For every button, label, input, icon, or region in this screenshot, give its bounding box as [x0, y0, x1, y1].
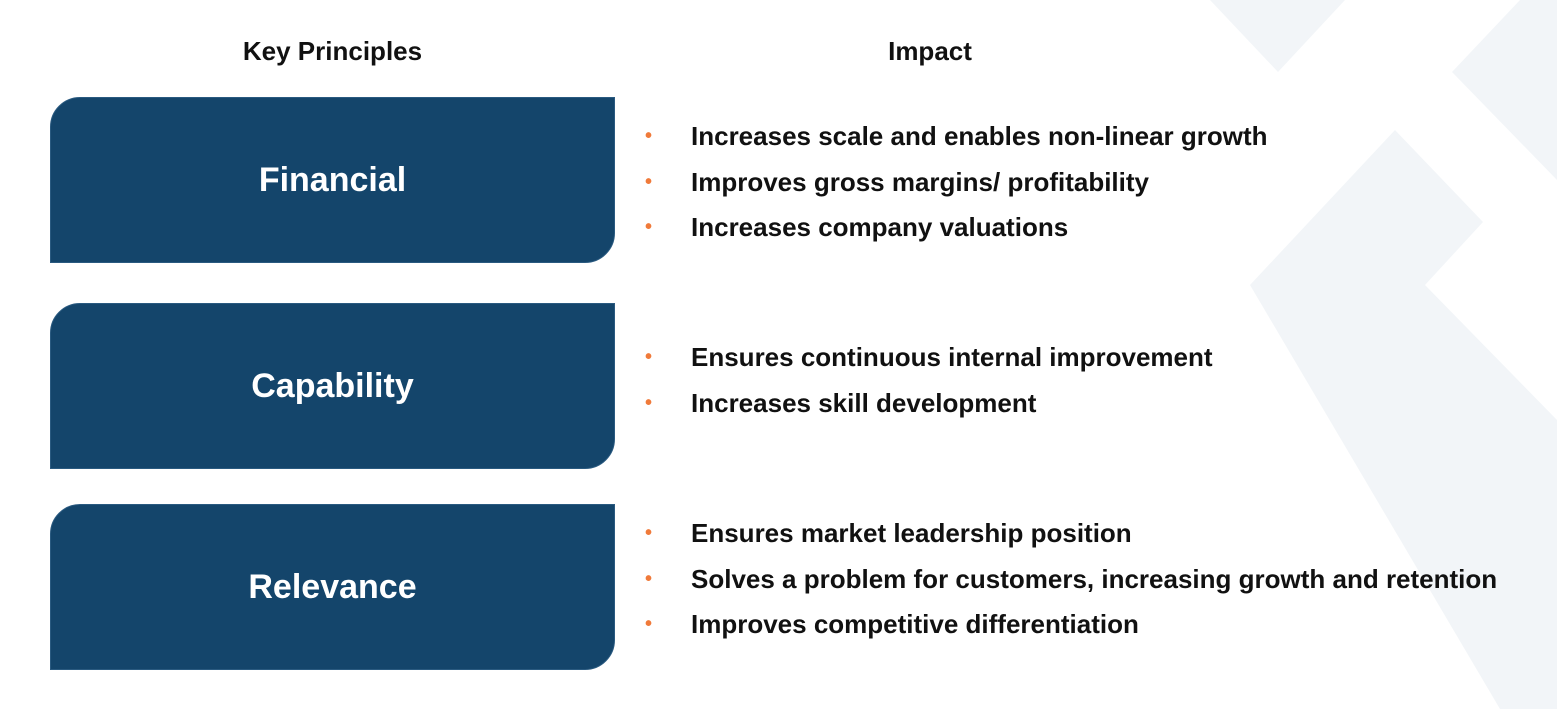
- impact-list: Ensures continuous internal improvementI…: [645, 335, 1213, 426]
- impact-item: Improves competitive differentiation: [645, 602, 1497, 648]
- impact-item: Solves a problem for customers, increasi…: [645, 557, 1497, 603]
- column-header: Impact: [888, 36, 972, 66]
- impact-item: Increases scale and enables non-linear g…: [645, 114, 1268, 160]
- impact-list: Increases scale and enables non-linear g…: [645, 114, 1268, 251]
- impact-item: Increases skill development: [645, 381, 1213, 427]
- principle-box: Capability: [50, 303, 615, 469]
- principle-box: Relevance: [50, 504, 615, 670]
- impact-item: Improves gross margins/ profitability: [645, 160, 1268, 206]
- column-header: Key Principles: [242, 36, 423, 66]
- principle-box: Financial: [50, 97, 615, 263]
- impact-item: Ensures continuous internal improvement: [645, 335, 1213, 381]
- impact-list: Ensures market leadership positionSolves…: [645, 511, 1497, 648]
- impact-item: Increases company valuations: [645, 205, 1268, 251]
- impact-item: Ensures market leadership position: [645, 511, 1497, 557]
